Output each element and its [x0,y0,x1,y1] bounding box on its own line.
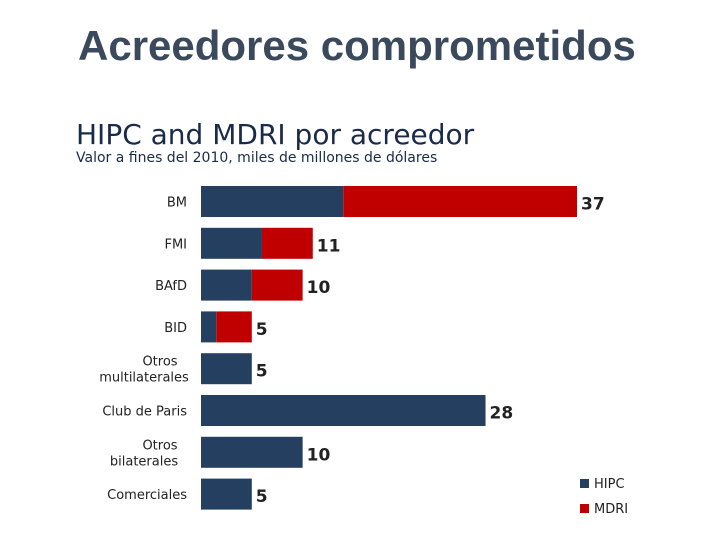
bar-hipc [201,436,303,468]
legend-swatch-mdri [580,504,589,513]
bar-mdri [251,269,303,301]
slide-title: Acreedores comprometidos [78,22,636,69]
value-label: 28 [490,404,514,424]
category-label: BAfD [155,279,187,294]
category-label: FMI [164,237,187,252]
bar-hipc [201,186,344,217]
category-label: Club de Paris [102,405,187,420]
bar-mdri [343,186,577,217]
bar-hipc [201,478,252,510]
value-label: 11 [317,236,341,256]
bar-hipc [201,353,252,385]
category-label: BM [167,196,187,211]
value-label: 10 [307,445,331,465]
bar-hipc [201,227,262,259]
legend-label-mdri: MDRI [594,502,628,517]
category-label: Comerciales [107,488,187,503]
value-label: 5 [256,320,268,340]
category-label: Otros bilaterales [110,438,178,469]
bar-mdri [216,311,252,343]
bar-hipc [201,311,217,343]
bar-hipc [201,269,252,301]
category-label: Otros multilaterales [99,355,189,386]
category-label: BID [164,321,187,336]
value-label: 10 [307,278,331,298]
legend-label-hipc: HIPC [594,477,625,492]
bar-hipc [201,395,486,426]
value-label: 37 [581,195,605,215]
chart-title: HIPC and MDRI por acreedor [76,118,475,151]
value-label: 5 [256,362,268,382]
chart-subtitle: Valor a fines del 2010, miles de millone… [76,150,438,166]
bar-mdri [261,227,313,259]
legend-swatch-hipc [580,479,589,488]
value-label: 5 [256,487,268,507]
